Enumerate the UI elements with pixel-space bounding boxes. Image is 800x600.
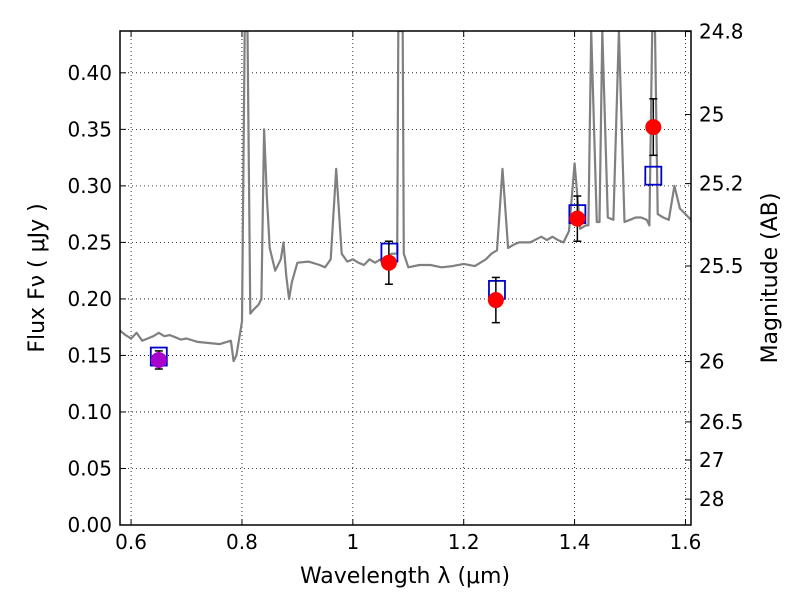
plot-area: [120, 31, 691, 370]
y-tick-label: 0.20: [67, 287, 112, 311]
x-tick-label: 1: [346, 530, 359, 554]
x-tick-label: 1.4: [559, 530, 591, 554]
x-tick-label: 1.2: [448, 530, 480, 554]
x-tick-label: 0.8: [226, 530, 258, 554]
y-tick-label: 0.40: [67, 61, 112, 85]
y2-tick-labels: 24.8 25 25.2 25.5 26 26.5 27 28: [699, 20, 744, 512]
spectrum-line: [120, 31, 691, 363]
y-tick-label: 0.25: [67, 230, 112, 254]
y2-axis-label: Magnitude (AB): [758, 193, 783, 364]
x-tick-label: 0.6: [115, 530, 147, 554]
observed-photometry-point: [569, 210, 586, 227]
y-axis-label: Flux Fν ( μJy ): [25, 203, 50, 352]
observed-photometry-point: [487, 292, 504, 309]
x-tick-labels: 0.6 0.8 1 1.2 1.4 1.6: [115, 530, 701, 554]
observed-photometry-point: [645, 119, 662, 136]
x-axis-label: Wavelength λ (μm): [300, 564, 510, 589]
plot-background: [120, 31, 691, 525]
y-tick-label: 0.15: [67, 343, 112, 367]
y2-tick-label: 25.5: [699, 254, 744, 278]
y2-tick-label: 25: [699, 103, 724, 127]
y2-tick-label: 27: [699, 448, 724, 472]
y2-tick-label: 26: [699, 350, 724, 374]
observed-photometry-point: [150, 351, 167, 368]
x-tick-label: 1.6: [670, 530, 702, 554]
y2-tick-label: 28: [699, 487, 724, 511]
y2-tick-label: 25.2: [699, 172, 744, 196]
y2-tick-label: 26.5: [699, 410, 744, 434]
plot-frame: [119, 30, 692, 526]
ticks: [120, 31, 691, 526]
y-tick-labels: 0.00 0.05 0.10 0.15 0.20 0.25 0.30 0.35 0.40: [67, 61, 112, 537]
y-tick-label: 0.35: [67, 117, 112, 141]
y-tick-label: 0.10: [67, 400, 112, 424]
y-tick-label: 0.30: [67, 174, 112, 198]
y-tick-label: 0.00: [67, 513, 112, 537]
observed-photometry-point: [380, 254, 397, 271]
model-photometry-square: [644, 165, 663, 186]
y-tick-label: 0.05: [67, 456, 112, 480]
y2-tick-label: 24.8: [699, 20, 744, 44]
